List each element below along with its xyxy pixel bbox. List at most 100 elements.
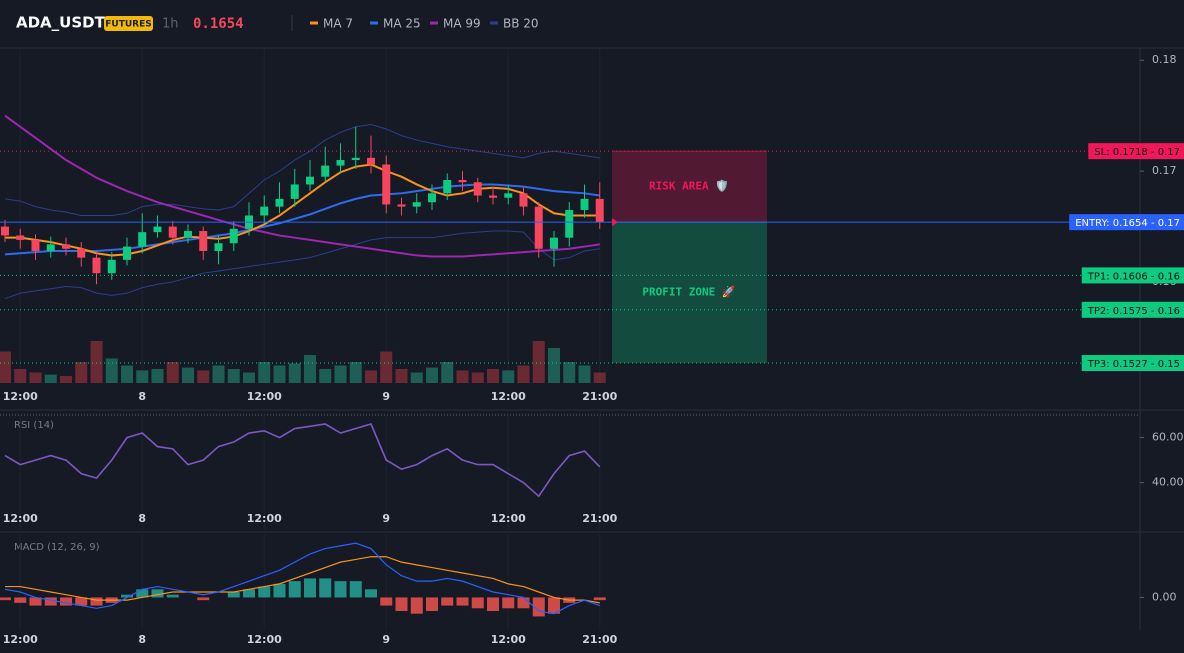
volume-bar — [258, 362, 271, 383]
histogram-bar — [365, 589, 377, 598]
y-tick-label: 60.00 — [1152, 431, 1184, 444]
histogram-bar — [75, 597, 88, 606]
level-label: TP3: 0.1527 - 0.15 — [1087, 359, 1180, 370]
candle-body — [306, 176, 314, 185]
volume-bar — [212, 365, 225, 383]
histogram-bar — [227, 592, 240, 598]
histogram-bar — [456, 597, 469, 606]
x-tick-label: 21:00 — [582, 633, 617, 646]
candle-body — [321, 165, 330, 177]
volume-bar — [166, 362, 179, 383]
x-tick-label: 9 — [382, 390, 390, 403]
volume-bar — [395, 369, 408, 383]
candle-body — [382, 164, 391, 205]
x-tick-label: 8 — [138, 633, 146, 646]
x-tick-label: 9 — [382, 633, 390, 646]
x-tick-label: 12:00 — [3, 633, 38, 646]
histogram-bar — [258, 586, 271, 598]
histogram-bar — [136, 589, 149, 598]
candle-body — [123, 246, 131, 260]
x-tick-label: 21:00 — [582, 390, 617, 403]
volume-bar — [441, 362, 454, 383]
volume-bar — [548, 348, 560, 383]
histogram-bar — [319, 578, 332, 598]
candle-body — [443, 180, 452, 194]
candle-body — [351, 157, 360, 161]
histogram-bar — [517, 597, 530, 609]
volume-bar — [517, 365, 530, 383]
x-tick-label: 12:00 — [491, 633, 526, 646]
volume-bar — [29, 372, 42, 383]
candle-body — [519, 193, 528, 207]
candle-body — [458, 180, 467, 183]
candle-body — [46, 244, 55, 251]
panel-title: RSI (14) — [14, 420, 54, 431]
candle-body — [77, 248, 86, 258]
candle-body — [214, 243, 223, 251]
volume-bar — [426, 367, 438, 383]
histogram-bar — [288, 581, 301, 598]
ma-line — [5, 163, 600, 257]
histogram-bar — [593, 597, 606, 601]
volume-bar — [319, 369, 332, 383]
volume-bar — [75, 362, 88, 383]
y-tick-label: 0.18 — [1152, 53, 1177, 66]
volume-bar — [227, 369, 240, 383]
candle-body — [367, 157, 375, 165]
volume-bar — [288, 363, 301, 383]
candle-body — [107, 259, 116, 274]
level-label-bg — [1069, 214, 1184, 231]
x-tick-label: 12:00 — [491, 390, 526, 403]
ma-line — [4, 183, 600, 256]
histogram-bar — [243, 589, 255, 598]
volume-bar — [563, 362, 576, 383]
level-label-bg — [1081, 301, 1184, 318]
bb-upper — [4, 124, 600, 216]
x-tick-label: 8 — [138, 390, 146, 403]
last-price: 0.1654 — [193, 16, 244, 32]
candle-body — [31, 239, 40, 251]
badge: FUTURES — [105, 20, 151, 30]
histogram-bar — [304, 578, 316, 598]
histogram-bar — [441, 597, 454, 606]
histogram-bar — [166, 594, 179, 598]
histogram-bar — [60, 597, 72, 606]
volume-bar — [578, 365, 591, 383]
zone-label: RISK AREA 🛡️ — [649, 180, 729, 193]
interval: 1h — [162, 17, 179, 32]
level-label: SL: 0.1718 - 0.17 — [1094, 147, 1180, 158]
candle-body — [62, 244, 70, 249]
volume-bar — [349, 362, 362, 383]
volume-bar — [105, 358, 118, 383]
level-label: TP2: 0.1575 - 0.16 — [1087, 306, 1180, 317]
histogram-bar — [380, 597, 393, 606]
x-tick-label: 12:00 — [3, 512, 38, 525]
volume-bar — [243, 372, 255, 383]
histogram-bar — [14, 597, 27, 603]
volume-bar — [44, 374, 57, 383]
x-tick-label: 21:00 — [582, 512, 617, 525]
volume-bar — [273, 365, 286, 383]
histogram-bar — [44, 597, 57, 606]
x-tick-label: 12:00 — [491, 512, 526, 525]
x-tick-label: 12:00 — [247, 390, 282, 403]
histogram-bar — [151, 589, 164, 598]
volume-bar — [121, 365, 133, 383]
candle-body — [336, 160, 345, 166]
candle-body — [397, 204, 406, 207]
candle-body — [473, 182, 482, 196]
signal-line — [5, 556, 600, 604]
histogram-bar — [548, 597, 560, 614]
zone — [612, 222, 767, 364]
volume-bar — [593, 372, 606, 383]
histogram-bar — [29, 597, 42, 606]
y-tick-label: 0.17 — [1152, 164, 1177, 177]
candle-body — [138, 232, 147, 247]
candle-body — [1, 226, 9, 236]
candle-body — [92, 257, 101, 274]
candle-body — [412, 202, 421, 207]
panel-title: MACD (12, 26, 9) — [14, 542, 100, 553]
histogram-bar — [334, 581, 347, 598]
legend-label: BB 20 — [503, 17, 539, 31]
legend-label: MA 7 — [323, 17, 353, 31]
